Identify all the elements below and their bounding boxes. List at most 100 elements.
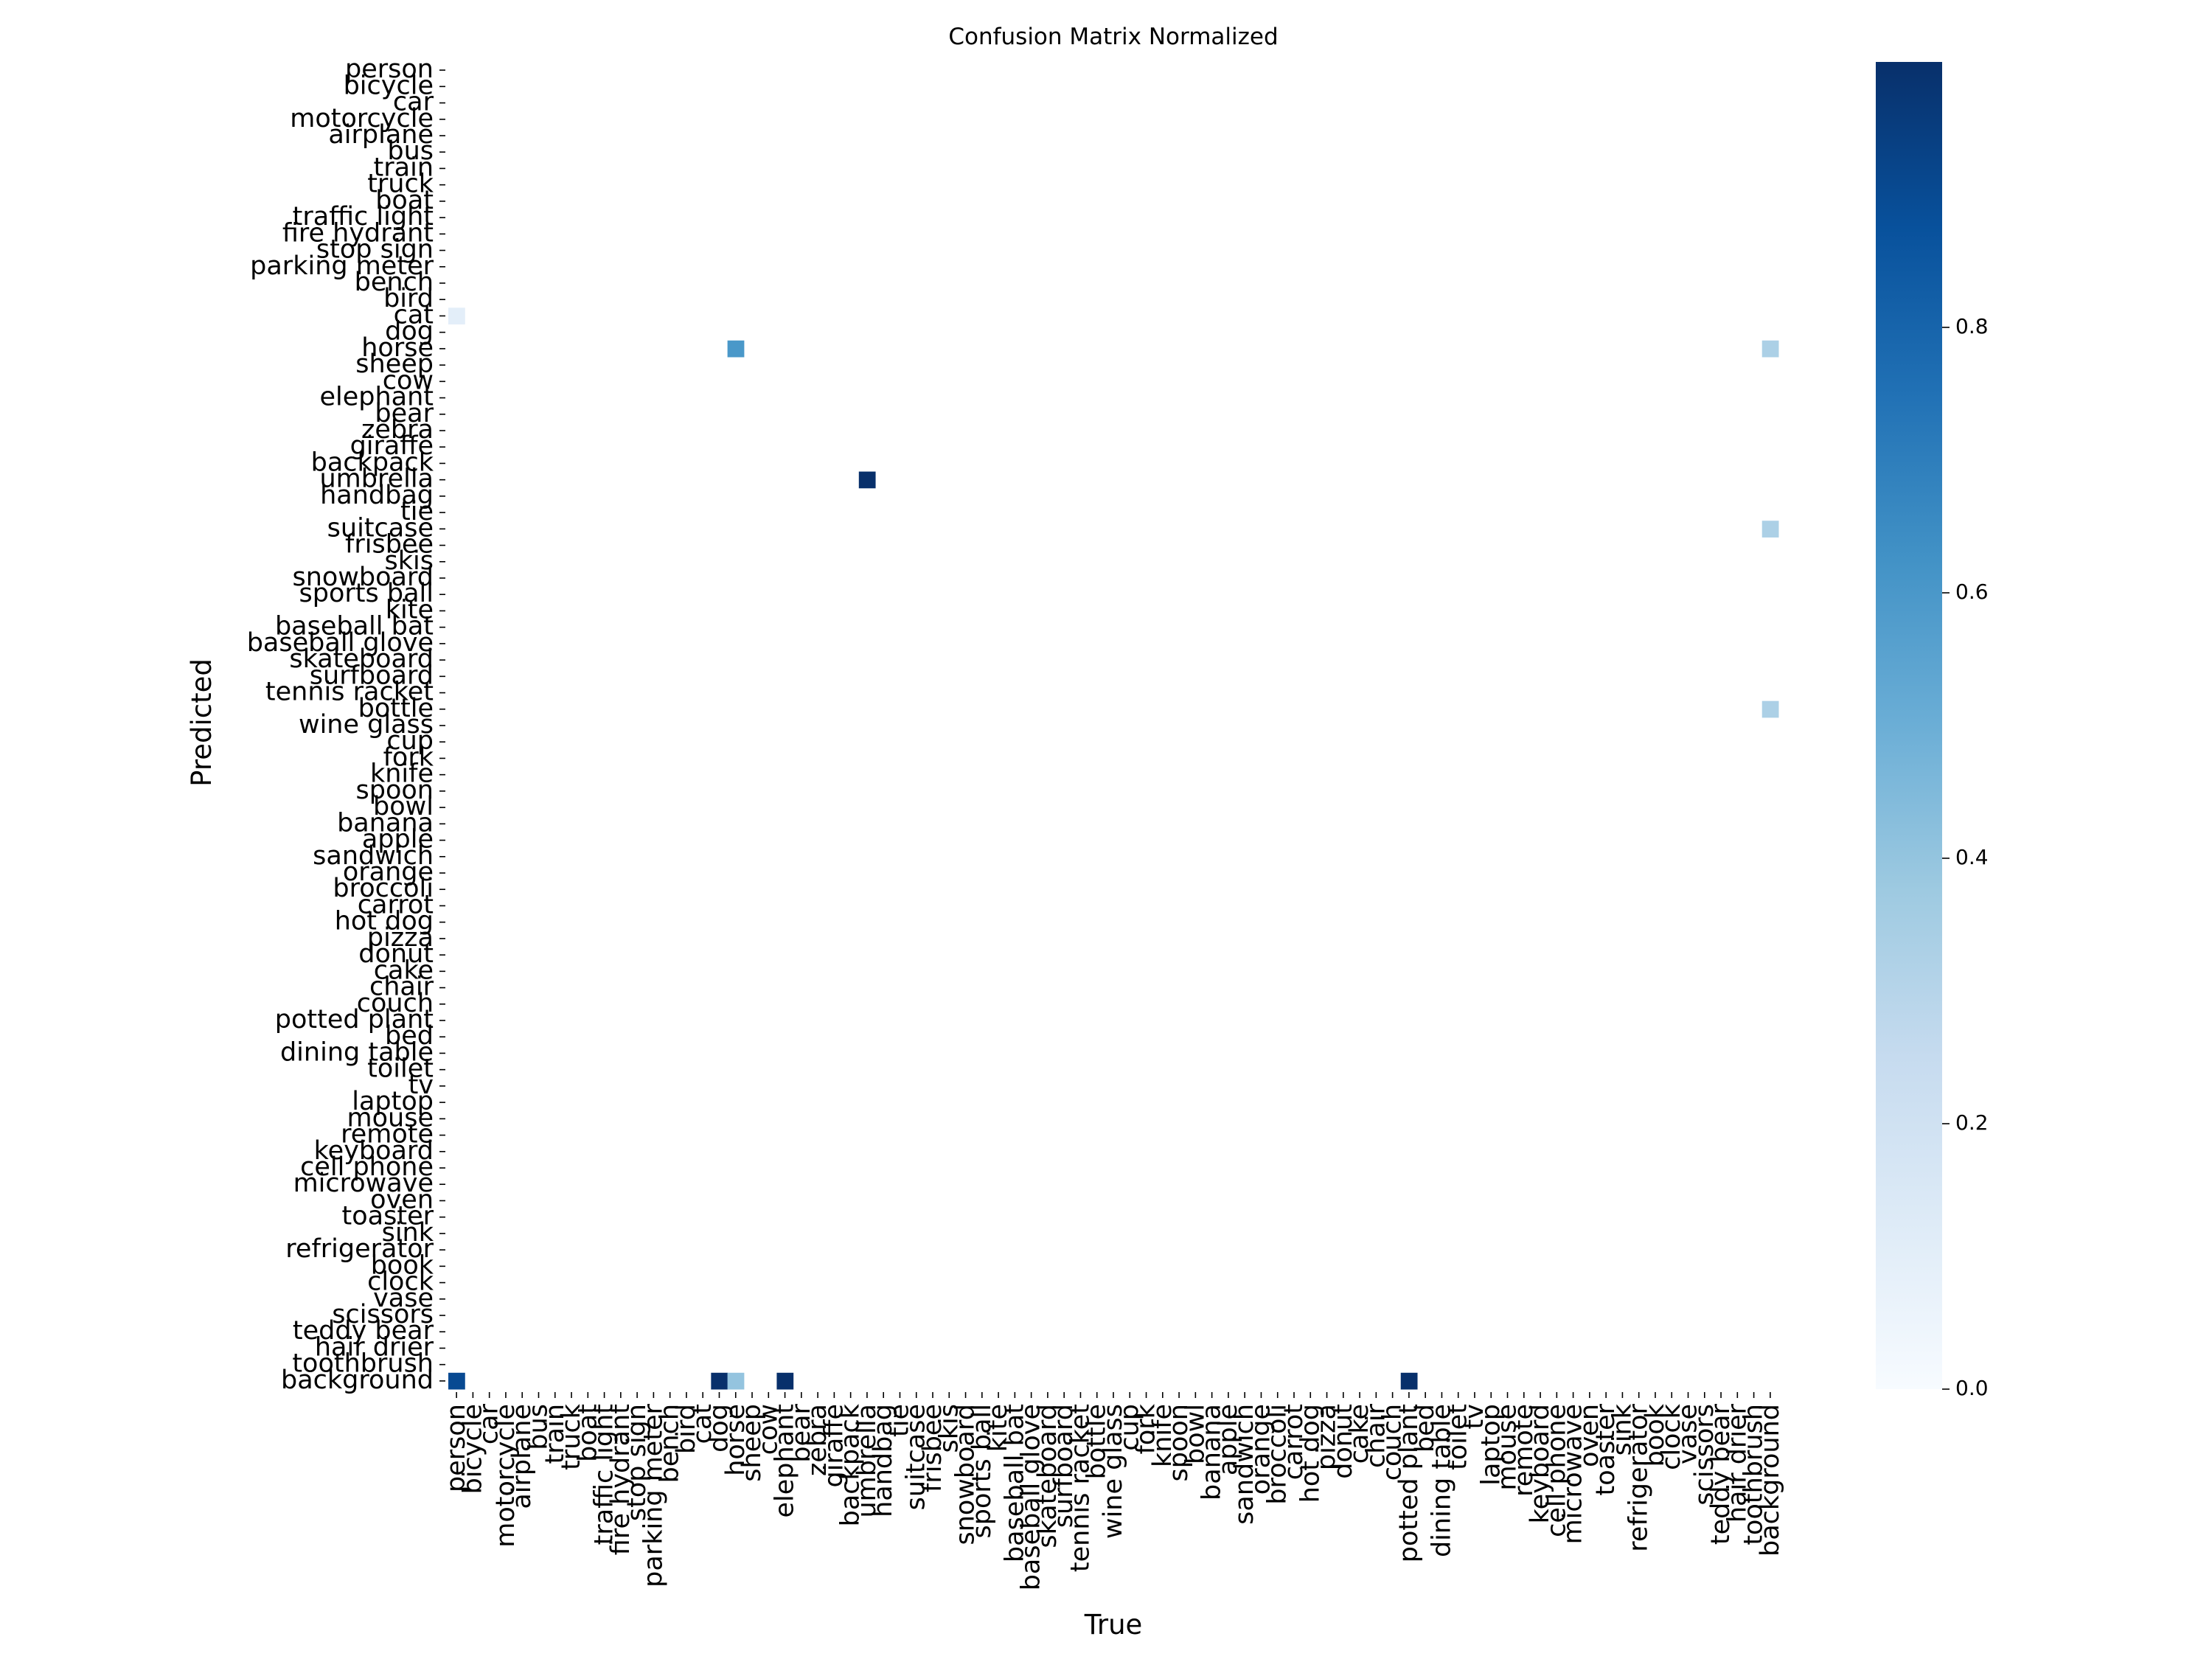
x-tick-label-couch: couch — [1378, 1404, 1408, 1481]
x-tick-label-skis: skis — [934, 1404, 964, 1453]
y-tick-label-laptop: laptop — [352, 1087, 434, 1116]
x-tick-label-snowboard: snowboard — [951, 1404, 981, 1545]
y-tick-label-hot-dog: hot dog — [335, 907, 434, 936]
y-tick-label-microwave: microwave — [293, 1169, 434, 1198]
y-tick-label-toothbrush: toothbrush — [292, 1349, 434, 1379]
y-tick-label-knife: knife — [370, 759, 434, 789]
y-tick-label-giraffe: giraffe — [350, 431, 434, 461]
y-tick-label-cell-phone: cell phone — [300, 1152, 434, 1182]
colorbar-tick-label: 0.0 — [1955, 1376, 1989, 1400]
y-tick-label-surfboard: surfboard — [310, 661, 434, 690]
x-tick-label-potted-plant: potted plant — [1394, 1404, 1424, 1562]
y-tick-label-wine-glass: wine glass — [299, 710, 434, 740]
x-tick-label-motorcycle: motorcycle — [491, 1404, 521, 1548]
x-tick-label-bird: bird — [672, 1404, 701, 1454]
x-tick-label-apple: apple — [1214, 1404, 1243, 1475]
y-tick-label-stop-sign: stop sign — [316, 235, 434, 265]
y-tick-label-parking-meter: parking meter — [250, 251, 434, 281]
x-tick-label-cat: cat — [688, 1404, 717, 1444]
x-tick-label-keyboard: keyboard — [1526, 1404, 1555, 1523]
y-tick-label-motorcycle: motorcycle — [290, 104, 434, 133]
y-tick-label-cake: cake — [374, 956, 434, 985]
x-tick-label-skateboard: skateboard — [1033, 1404, 1062, 1548]
y-tick-label-cup: cup — [386, 726, 434, 756]
y-tick-label-toaster: toaster — [342, 1202, 434, 1231]
y-tick-label-horse: horse — [361, 333, 434, 363]
y-tick-label-remote: remote — [341, 1120, 434, 1150]
x-tick-label-airplane: airplane — [507, 1404, 537, 1509]
y-tick-label-backpack: backpack — [311, 448, 434, 477]
y-tick-label-pizza: pizza — [367, 923, 434, 953]
x-tick-label-bus: bus — [524, 1404, 553, 1450]
x-tick-label-surfboard: surfboard — [1049, 1404, 1079, 1528]
x-tick-label-teddy-bear: teddy bear — [1706, 1403, 1736, 1545]
y-tick-label-cat: cat — [394, 300, 434, 330]
y-tick-label-airplane: airplane — [328, 120, 434, 150]
y-tick-label-keyboard: keyboard — [314, 1136, 434, 1166]
x-tick-label-dining-table: dining table — [1427, 1404, 1456, 1557]
y-tick-label-bottle: bottle — [358, 694, 434, 723]
y-tick-label-bicycle: bicycle — [344, 71, 434, 100]
y-tick-label-sandwich: sandwich — [313, 841, 434, 871]
heatmap-cell-horse-to-horse — [727, 340, 745, 358]
y-tick-label-suitcase: suitcase — [327, 513, 434, 543]
x-tick-label-bench: bench — [655, 1404, 685, 1483]
y-tick-label-banana: banana — [337, 808, 434, 838]
y-tick-label-oven: oven — [370, 1185, 434, 1214]
y-tick-label-chair: chair — [369, 973, 434, 1002]
x-tick-label-dog: dog — [704, 1404, 734, 1453]
x-tick-label-clock: clock — [1657, 1403, 1686, 1470]
heatmap-cell-person-to-cat — [448, 307, 465, 325]
x-tick-label-chair: chair — [1361, 1403, 1391, 1468]
x-tick-label-tie: tie — [885, 1404, 914, 1437]
y-tick-label-clock: clock — [367, 1267, 434, 1297]
y-tick-label-broccoli: broccoli — [333, 874, 434, 903]
x-tick-label-broccoli: broccoli — [1263, 1404, 1293, 1505]
y-tick-label-handbag: handbag — [320, 481, 434, 510]
x-tick-label-orange: orange — [1246, 1404, 1276, 1495]
y-tick-label-skis: skis — [385, 546, 434, 576]
x-tick-label-train: train — [540, 1404, 570, 1464]
colorbar-tick-label: 0.8 — [1955, 314, 1989, 338]
y-tick-label-dog: dog — [385, 317, 434, 347]
x-tick-label-person: person — [442, 1404, 471, 1492]
heatmap-cell-background-to-horse — [1761, 340, 1779, 358]
x-tick-label-horse: horse — [721, 1404, 751, 1476]
x-tick-label-vase: vase — [1674, 1404, 1703, 1464]
y-tick-label-scissors: scissors — [332, 1300, 434, 1329]
x-tick-label-sports-ball: sports ball — [967, 1404, 997, 1538]
y-tick-label-tennis-racket: tennis racket — [265, 678, 434, 707]
x-tick-label-tv: tv — [1460, 1404, 1489, 1429]
y-tick-label-dining-table: dining table — [280, 1037, 434, 1067]
x-tick-label-bottle: bottle — [1082, 1404, 1112, 1479]
x-tick-label-banana: banana — [1197, 1404, 1227, 1500]
x-tick-label-hot-dog: hot dog — [1295, 1404, 1325, 1503]
y-tick-label-skateboard: skateboard — [289, 644, 434, 674]
x-tick-label-knife: knife — [1148, 1404, 1178, 1467]
heatmap-cell-dog-to-background — [711, 1372, 728, 1390]
y-tick-label-elephant: elephant — [319, 383, 434, 412]
y-tick-label-car: car — [393, 88, 434, 117]
x-tick-label-donut: donut — [1329, 1404, 1358, 1479]
chart-title: Confusion Matrix Normalized — [948, 24, 1278, 50]
x-tick-label-cell-phone: cell phone — [1542, 1404, 1571, 1537]
x-tick-label-remote: remote — [1509, 1404, 1539, 1497]
x-tick-label-backpack: backpack — [836, 1403, 866, 1526]
y-tick-label-frisbee: frisbee — [345, 530, 434, 560]
colorbar-tick-label: 0.2 — [1955, 1110, 1989, 1135]
y-tick-label-bed: bed — [385, 1021, 434, 1051]
x-tick-label-sandwich: sandwich — [1230, 1404, 1259, 1525]
x-tick-label-cake: cake — [1345, 1404, 1374, 1464]
y-tick-label-kite: kite — [386, 595, 434, 625]
x-tick-label-traffic-light: traffic light — [590, 1404, 619, 1545]
heatmap-cell-background-to-bottle — [1761, 700, 1779, 718]
x-tick-label-baseball-bat: baseball bat — [1000, 1404, 1029, 1562]
y-tick-label-fire-hydrant: fire hydrant — [282, 218, 434, 248]
x-tick-label-sheep: sheep — [737, 1404, 767, 1482]
x-tick-label-giraffe: giraffe — [819, 1404, 849, 1487]
x-tick-label-car: car — [475, 1403, 504, 1444]
y-tick-label-bear: bear — [375, 399, 434, 428]
y-tick-label-potted-plant: potted plant — [275, 1005, 434, 1034]
y-tick-label-tv: tv — [408, 1071, 434, 1100]
